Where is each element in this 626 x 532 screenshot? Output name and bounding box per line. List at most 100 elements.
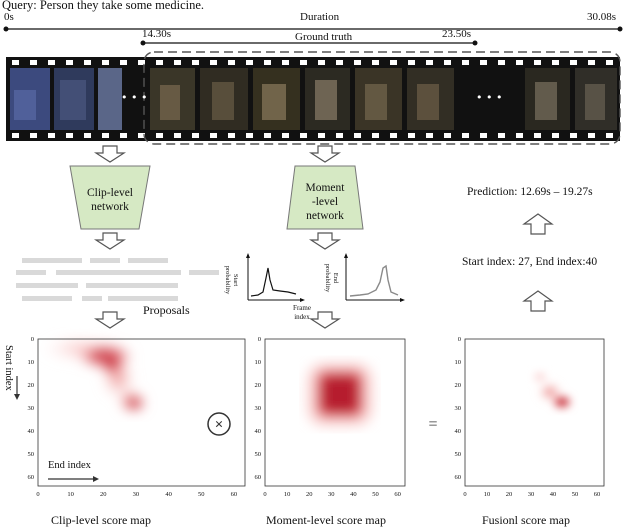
- svg-text:×: ×: [215, 417, 224, 433]
- x-tick: 50: [198, 491, 205, 498]
- x-tick: 40: [165, 491, 172, 498]
- y-tick: 20: [455, 382, 462, 389]
- clip-level-network-box: [69, 165, 151, 230]
- timeline-start-dot: [3, 26, 9, 32]
- fusion-score-map: 0 10 20 30 40 50 60 0 10 20 30 40 50 60: [455, 336, 605, 498]
- x-tick: 30: [528, 491, 535, 498]
- moment-network-line2: -level: [311, 196, 339, 208]
- y-tick: 50: [28, 451, 35, 458]
- proposals-label: Proposals: [143, 303, 190, 317]
- x-tick: 60: [394, 491, 401, 498]
- x-tick: 60: [594, 491, 601, 498]
- moment-network-line3: network: [306, 210, 344, 222]
- x-tick: 50: [572, 491, 579, 498]
- moment-network-line1: Moment: [305, 182, 345, 194]
- arrow-fusion-to-indices: [522, 290, 554, 312]
- video-frame: [98, 68, 122, 130]
- y-tick: 10: [455, 359, 462, 366]
- arrow-plots-to-moment-map: [308, 311, 342, 329]
- clip-network-label: Clip-level network: [70, 186, 150, 214]
- fusion-map-title: Fusionl score map: [482, 513, 570, 527]
- duration-label: Duration: [300, 11, 340, 23]
- query-text: Query: Person they take some medicine.: [2, 0, 205, 12]
- y-tick: 20: [255, 382, 262, 389]
- clip-level-score-map: 0 10 20 30 40 50 60 0 10 20 30 40 50 60: [28, 335, 246, 498]
- timeline-start-label: 0s: [4, 11, 14, 23]
- prediction-text: Prediction: 12.69s – 19.27s: [467, 186, 593, 198]
- x-tick: 60: [231, 491, 238, 498]
- y-tick: 50: [455, 451, 462, 458]
- y-tick: 20: [28, 382, 35, 389]
- gt-start-label: 14.30s: [142, 28, 172, 40]
- y-tick: 40: [28, 428, 35, 435]
- start-prob-ylabel-2: probability: [224, 266, 231, 295]
- start-probability-curve: [250, 267, 297, 297]
- end-prob-ylabel-1: End: [332, 273, 339, 284]
- fusion-map-y-ticks: 0 10 20 30 40 50 60: [455, 336, 462, 481]
- moment-network-label: Moment -level network: [287, 181, 363, 223]
- start-probability-plot: [246, 253, 305, 302]
- y-tick: 30: [455, 405, 462, 412]
- x-tick: 10: [67, 491, 74, 498]
- x-tick: 0: [36, 491, 39, 498]
- timeline-end-dot: [617, 26, 623, 32]
- fusion-map-x-ticks: 0 10 20 30 40 50 60: [463, 491, 600, 498]
- ground-truth-box: [143, 51, 621, 145]
- ground-truth-label: Ground truth: [295, 31, 353, 43]
- clip-map-y-ticks: 0 10 20 30 40 50 60: [28, 336, 35, 481]
- y-tick: 0: [458, 336, 461, 343]
- x-tick: 10: [484, 491, 491, 498]
- moment-level-score-map: 0 10 20 30 40 50 60 0 10 20 30 40 50 60: [255, 336, 406, 498]
- clip-network-line1: Clip-level: [87, 187, 133, 199]
- equals-sign: =: [428, 416, 437, 433]
- multiply-icon: ×: [207, 412, 231, 436]
- moment-map-y-ticks: 0 10 20 30 40 50 60: [255, 336, 262, 481]
- y-tick: 30: [28, 405, 35, 412]
- fusion-heat: [530, 369, 574, 411]
- x-tick: 0: [263, 491, 266, 498]
- end-probability-plot: [344, 253, 405, 302]
- y-tick: 40: [255, 428, 262, 435]
- clip-heat: [40, 335, 147, 414]
- arrow-indices-to-prediction: [522, 213, 554, 235]
- duration-timeline: [3, 26, 623, 32]
- end-index-label: End index: [48, 460, 91, 471]
- y-tick: 0: [258, 336, 261, 343]
- frame-index-label-1: Frame: [293, 304, 311, 312]
- y-tick: 0: [31, 336, 34, 343]
- frame-index-label-2: index: [294, 313, 310, 321]
- x-tick: 20: [100, 491, 107, 498]
- y-tick: 60: [255, 474, 262, 481]
- y-tick: 10: [255, 359, 262, 366]
- x-tick: 40: [550, 491, 557, 498]
- y-tick: 30: [255, 405, 262, 412]
- gt-end-label: 23.50s: [442, 28, 472, 40]
- gt-start-dot: [140, 40, 146, 46]
- x-tick: 0: [463, 491, 466, 498]
- y-tick: 10: [28, 359, 35, 366]
- y-tick: 40: [455, 428, 462, 435]
- end-probability-curve: [349, 264, 399, 297]
- x-tick: 20: [306, 491, 313, 498]
- arrow-clip-network-to-proposals: [93, 232, 127, 250]
- x-tick: 30: [328, 491, 335, 498]
- clip-map-x-ticks: 0 10 20 30 40 50 60: [36, 491, 237, 498]
- film-ellipsis-right: • • •: [476, 91, 503, 104]
- moment-map-title: Moment-level score map: [266, 513, 386, 527]
- video-film-strip: [6, 57, 620, 141]
- x-tick: 10: [284, 491, 291, 498]
- y-tick: 50: [255, 451, 262, 458]
- clip-network-line2: network: [91, 201, 129, 213]
- end-prob-ylabel-2: probability: [324, 264, 331, 293]
- arrow-moment-network-to-plots: [308, 232, 342, 250]
- arrow-proposals-to-clip-map: [93, 311, 127, 329]
- gt-end-dot: [472, 40, 478, 46]
- moment-heat: [306, 362, 374, 427]
- proposals-bars: [16, 258, 219, 301]
- start-index-label: Start index: [3, 345, 14, 392]
- arrow-film-to-clip-network: [93, 145, 127, 163]
- moment-map-x-ticks: 0 10 20 30 40 50 60: [263, 491, 400, 498]
- x-tick: 50: [372, 491, 379, 498]
- y-tick: 60: [28, 474, 35, 481]
